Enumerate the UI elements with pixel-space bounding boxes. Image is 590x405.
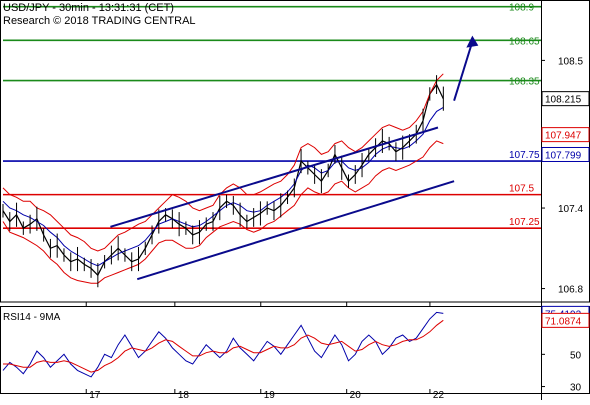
forecast-arrowhead: [466, 35, 479, 48]
series-bb-upper: [2, 73, 444, 252]
rsi-y-tick-label: 30: [570, 383, 582, 394]
price-badge: [541, 146, 590, 162]
series-bb-middle: [2, 106, 444, 267]
level-label: 107.75: [509, 150, 540, 161]
series-bb-lower: [2, 140, 444, 284]
channel-lower-line: [136, 180, 455, 281]
rsi-y-tick-label: 50: [570, 350, 582, 361]
y-tick-label: 107.4: [558, 204, 583, 215]
chart-copyright: Research © 2018 TRADING CENTRAL: [3, 15, 196, 27]
level-label: 108.9: [509, 3, 534, 14]
price-badge-label: 108.215: [545, 95, 582, 106]
level-label: 108.35: [509, 77, 540, 88]
price-panel-frame: [0, 0, 590, 303]
price-badge: [541, 91, 590, 107]
price-badge: [541, 127, 590, 143]
x-tick-label: 18: [178, 390, 190, 400]
rsi-badge: [541, 312, 590, 328]
x-tick-label: 17: [89, 390, 101, 400]
rsi-panel-frame: [0, 306, 590, 394]
price-badge-label: 107.947: [545, 131, 582, 142]
series-close: [2, 83, 444, 277]
chart-title: USD/JPY - 30min - 13:31:31 (CET): [3, 2, 174, 14]
y-tick-label: 108.5: [558, 56, 583, 67]
x-tick-label: 22: [433, 390, 445, 400]
forecast-arrow-shaft: [453, 41, 474, 101]
rsi-series-rsi-ma: [3, 319, 444, 373]
x-tick-label: 19: [264, 390, 276, 400]
channel-upper-line: [110, 126, 439, 228]
level-label: 107.5: [509, 184, 534, 195]
rsi-series-rsi: [2, 311, 444, 378]
price-badge-label: 107.799: [545, 150, 582, 161]
x-tick-label: 20: [350, 390, 362, 400]
rsi-panel-title: RSI14 - 9MA: [3, 312, 61, 323]
level-label: 108.65: [509, 36, 540, 47]
y-tick-label: 106.8: [558, 285, 583, 296]
rsi-badge-label: 71.0874: [545, 316, 582, 327]
level-label: 107.25: [509, 217, 540, 228]
